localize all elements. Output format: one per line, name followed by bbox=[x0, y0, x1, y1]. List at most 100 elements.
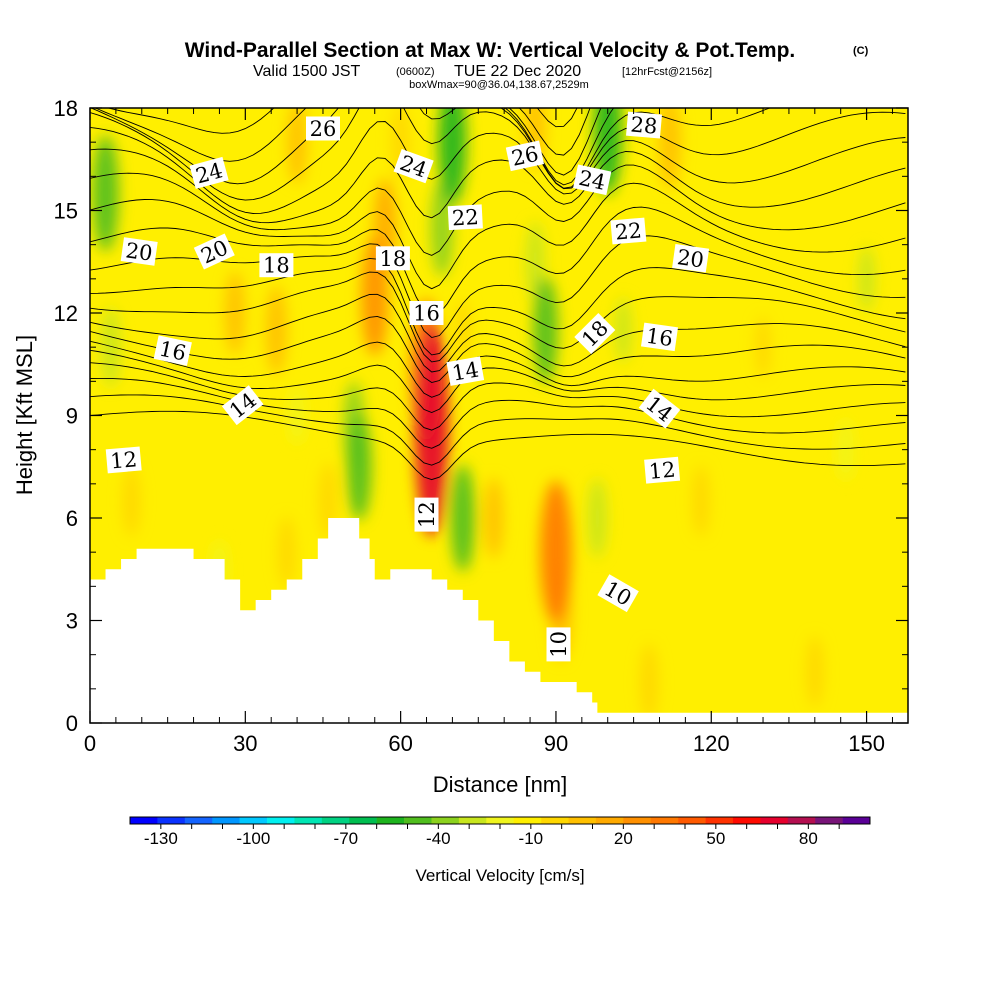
colorbar-swatch bbox=[595, 817, 624, 824]
contour-label-box bbox=[409, 301, 444, 325]
x-axis-label: Distance [nm] bbox=[433, 772, 568, 797]
valid-date: TUE 22 Dec 2020 bbox=[454, 63, 581, 80]
velocity-cell bbox=[450, 464, 476, 572]
colorbar-swatch bbox=[212, 817, 240, 824]
colorbar: -130 -100 -70 -40 -10 20 50 80 bbox=[129, 816, 871, 848]
theta-contour-line bbox=[90, 349, 906, 413]
theta-contour-line bbox=[90, 315, 906, 383]
velocity-cell bbox=[289, 386, 305, 445]
theta-contour-line bbox=[90, 271, 906, 363]
y-axis-label: Height [Kft MSL] bbox=[12, 335, 37, 495]
y-tick-label: 0 bbox=[66, 711, 78, 736]
velocity-cell bbox=[484, 478, 504, 558]
contour-label-box bbox=[193, 233, 235, 270]
x-tick-label: 90 bbox=[544, 731, 568, 756]
contour-label-box bbox=[259, 253, 294, 278]
contour-label: 20 bbox=[672, 244, 710, 273]
colorbar-swatch bbox=[404, 817, 432, 824]
valid-time: Valid 1500 JST bbox=[253, 63, 361, 80]
colorbar-swatch bbox=[650, 817, 679, 824]
terrain-mask bbox=[90, 518, 908, 723]
colorbar-swatch bbox=[486, 817, 515, 824]
terrain bbox=[90, 518, 908, 723]
colorbar-swatch bbox=[239, 817, 268, 824]
contour-label: 26 bbox=[306, 116, 340, 141]
copyright-mark: (C) bbox=[853, 45, 869, 57]
colorbar-swatch bbox=[267, 817, 295, 824]
velocity-cell bbox=[525, 221, 545, 302]
chart-title: Wind-Parallel Section at Max W: Vertical… bbox=[185, 39, 796, 62]
colorbar-tick-label: -100 bbox=[236, 829, 270, 848]
colorbar-swatch bbox=[513, 817, 542, 824]
velocity-cell bbox=[615, 297, 632, 363]
contour-label-box bbox=[597, 574, 639, 613]
contour-label-text: 16 bbox=[157, 337, 188, 366]
contour-label-text: 18 bbox=[263, 254, 290, 278]
y-tick-label: 15 bbox=[54, 199, 78, 224]
colorbar-tick-label: -130 bbox=[144, 829, 178, 848]
theta-contour-line bbox=[90, 121, 906, 214]
contour-label-text: 20 bbox=[124, 238, 154, 265]
y-tick-label: 3 bbox=[66, 609, 78, 634]
colorbar-swatch bbox=[157, 817, 186, 824]
contour-label: 10 bbox=[546, 627, 571, 662]
colorbar-swatch bbox=[458, 817, 487, 824]
colorbar-swatch bbox=[294, 817, 323, 824]
theta-contour-line bbox=[90, 0, 905, 41]
contour-label: 20 bbox=[120, 237, 158, 266]
box-info: boxWmax=90@36.04,138.67,2529m bbox=[409, 79, 589, 91]
contour-label-box bbox=[546, 627, 571, 662]
velocity-cell bbox=[639, 643, 659, 721]
velocity-cell bbox=[755, 316, 771, 379]
colorbar-tick-label: 80 bbox=[799, 829, 818, 848]
colorbar-swatch bbox=[376, 817, 405, 824]
contour-label-box bbox=[640, 322, 679, 352]
velocity-cell bbox=[454, 299, 471, 362]
colorbar-swatch bbox=[678, 817, 706, 824]
y-tick-label: 18 bbox=[54, 96, 78, 121]
plot-frame bbox=[89, 107, 909, 724]
contour-label: 24 bbox=[189, 156, 229, 189]
colorbar-swatch bbox=[541, 817, 569, 824]
contour-label-box bbox=[221, 385, 264, 426]
velocity-cell bbox=[658, 108, 681, 190]
theta-contour-line bbox=[90, 148, 906, 224]
contour-label: 24 bbox=[573, 164, 612, 196]
colorbar-tick-label: 50 bbox=[706, 829, 725, 848]
contour-label: 12 bbox=[414, 497, 439, 532]
velocity-cell bbox=[122, 465, 141, 537]
contour-label-text: 18 bbox=[380, 247, 407, 271]
contour-label: 18 bbox=[375, 246, 410, 271]
colorbar-swatch bbox=[321, 817, 350, 824]
theta-contour-line bbox=[90, 377, 906, 449]
contour-label-box bbox=[638, 388, 681, 429]
contour-label-box bbox=[306, 116, 340, 141]
contour-label-text: 26 bbox=[509, 142, 540, 171]
contour-label-box bbox=[375, 246, 410, 271]
y-tick-label: 9 bbox=[66, 404, 78, 429]
colorbar-swatch bbox=[349, 817, 377, 824]
colorbar-swatch bbox=[130, 817, 158, 824]
theta-contours bbox=[90, 0, 906, 481]
contour-label-box bbox=[672, 244, 710, 273]
contour-label-text: 16 bbox=[413, 302, 440, 326]
contour-label-box bbox=[393, 149, 434, 184]
contour-label-text: 28 bbox=[630, 112, 659, 138]
x-tick-label: 150 bbox=[848, 731, 885, 756]
x-tick-label: 0 bbox=[84, 731, 96, 756]
colorbar-swatch bbox=[787, 817, 816, 824]
contour-label-text: 12 bbox=[648, 458, 677, 484]
contour-label: 18 bbox=[259, 253, 294, 278]
colorbar-swatch bbox=[568, 817, 597, 824]
contour-label-text: 22 bbox=[614, 218, 643, 244]
velocity-cell bbox=[438, 108, 467, 205]
x-tick-label: 120 bbox=[693, 731, 730, 756]
theta-contour-line bbox=[90, 410, 906, 481]
velocity-cell bbox=[692, 465, 710, 537]
contour-label-box bbox=[626, 111, 662, 139]
theta-contour-line bbox=[90, 108, 906, 201]
contour-label-text: 16 bbox=[645, 324, 675, 351]
contour-label-text: 24 bbox=[577, 166, 608, 195]
